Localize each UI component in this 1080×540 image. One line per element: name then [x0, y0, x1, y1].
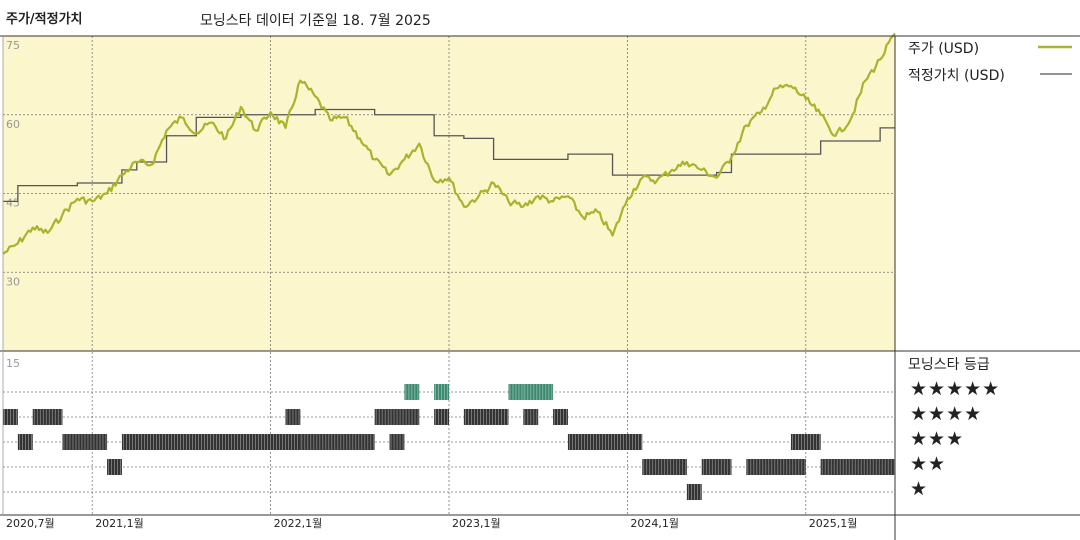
legend-fair-value: 적정가치 (USD): [908, 68, 1005, 84]
rating-bar-5-star: [508, 384, 524, 400]
x-tick-label: 2025,1월: [809, 517, 858, 530]
rating-bar-4-star: [389, 409, 420, 425]
rating-bar-fill: [567, 434, 643, 450]
rating-bar-2-star: [746, 459, 806, 475]
rating-bar-fill: [820, 459, 895, 475]
rating-bars: [3, 384, 895, 500]
rating-bar-3-star: [121, 434, 301, 450]
x-tick-label: 2022,1월: [274, 517, 323, 530]
y-tick-label: 30: [6, 275, 20, 288]
x-tick-label: 2024,1월: [630, 517, 679, 530]
y-tick-label: 75: [6, 39, 20, 52]
star-label-1: ★: [910, 478, 929, 500]
rating-bar-5-star: [434, 384, 449, 400]
rating-bar-3-star: [790, 434, 821, 450]
x-tick-label: 2020,7월: [6, 517, 55, 530]
rating-bar-3-star: [17, 434, 33, 450]
rating-bar-fill: [746, 459, 806, 475]
top-grid: [3, 36, 895, 515]
y-tick-label-rating: 15: [6, 357, 20, 370]
y-axis-labels: 75 60 45 30 15: [6, 39, 20, 370]
rating-bar-fill: [300, 434, 375, 450]
x-tick-label: 2023,1월: [452, 517, 501, 530]
star-label-2: ★★: [910, 453, 947, 475]
ratings-title: 모닝스타 등급: [908, 357, 990, 373]
rating-bar-2-star: [642, 459, 687, 475]
rating-bar-1-star: [686, 484, 702, 500]
legend-price: 주가 (USD): [908, 41, 980, 57]
x-axis-labels: 2020,7월 2021,1월 2022,1월 2023,1월 2024,1월 2025,…: [6, 517, 857, 530]
y-tick-label: 45: [6, 197, 20, 210]
star-label-5: ★★★★★: [910, 378, 1001, 400]
rating-bar-3-star: [567, 434, 643, 450]
rating-bar-2-star: [701, 459, 732, 475]
rating-bar-2-star: [107, 459, 122, 475]
chart-left-title: 주가/적정가치: [6, 12, 83, 27]
rating-bar-4-star: [285, 409, 301, 425]
rating-bar-4-star: [32, 409, 63, 425]
rating-bar-5-star: [523, 384, 554, 400]
rating-bar-3-star: [62, 434, 108, 450]
rating-bar-4-star: [523, 409, 539, 425]
rating-bar-2-star: [820, 459, 895, 475]
chart-frame: [0, 35, 1080, 540]
chart-subtitle: 모닝스타 데이터 기준일 18. 7월 2025: [200, 13, 431, 29]
star-label-3: ★★★: [910, 428, 965, 450]
rating-bar-4-star: [553, 409, 568, 425]
y-tick-label: 60: [6, 118, 20, 131]
rating-bar-4-star: [463, 409, 509, 425]
rating-bar-3-star: [389, 434, 405, 450]
price-line: [2, 32, 896, 255]
fair-value-line: [3, 108, 895, 203]
star-label-4: ★★★★: [910, 403, 983, 425]
rating-bar-4-star: [434, 409, 449, 425]
rating-bar-5-star: [404, 384, 420, 400]
rating-bar-3-star: [300, 434, 375, 450]
rating-bar-4-star: [374, 409, 390, 425]
rating-bar-4-star: [3, 409, 18, 425]
x-tick-label: 2021,1월: [95, 517, 144, 530]
